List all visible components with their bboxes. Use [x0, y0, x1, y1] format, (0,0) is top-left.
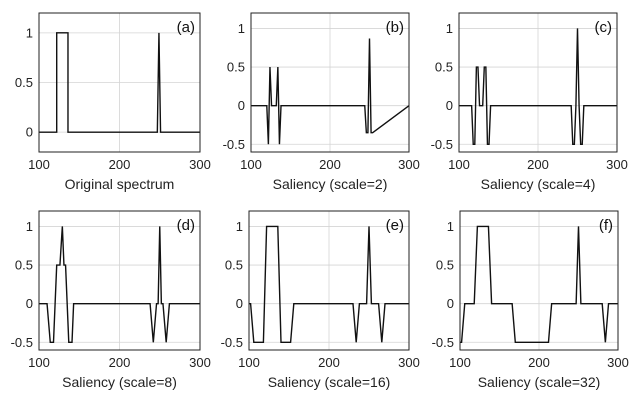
- y-tick-label: -0.5: [431, 137, 453, 152]
- y-tick-label: 0: [238, 98, 245, 113]
- x-axis-label: Saliency (scale=4): [481, 176, 596, 192]
- y-tick-label: 0: [446, 98, 453, 113]
- y-tick-label: 0.5: [435, 60, 453, 75]
- chart-panel: 100 200 300 -0.5 0 0.5 1 Saliency (scale=8) (d): [11, 210, 211, 390]
- x-tick-label: 100: [240, 157, 262, 172]
- x-axis-label: Saliency (scale=32): [478, 374, 601, 390]
- x-tick-label: 100: [449, 355, 471, 370]
- panel-label: (a): [177, 19, 195, 36]
- x-tick-label: 100: [238, 355, 260, 370]
- y-tick-label: 0: [26, 296, 33, 311]
- y-tick-label: 1: [236, 219, 243, 234]
- x-tick-label: 200: [109, 355, 131, 370]
- plot-frame: [459, 210, 619, 351]
- x-tick-label: 300: [398, 157, 420, 172]
- y-tick-label: 0.5: [15, 258, 33, 273]
- y-tick-label: 0.5: [436, 258, 454, 273]
- panel-label: (c): [595, 19, 613, 36]
- y-tick-label: -0.5: [11, 335, 33, 350]
- y-tick-label: 0.5: [225, 258, 243, 273]
- x-tick-label: 100: [28, 157, 50, 172]
- plot-frame: [248, 210, 410, 351]
- chart-panel: 100 200 300 -0.5 0 0.5 1 Saliency (scale=32) (f): [432, 210, 629, 390]
- series-line: [459, 28, 617, 145]
- series-line: [460, 225, 618, 343]
- y-tick-label: 1: [238, 21, 245, 36]
- y-tick-label: 0: [236, 296, 243, 311]
- x-tick-label: 200: [109, 157, 131, 172]
- y-tick-label: 1: [447, 219, 454, 234]
- panel-label: (e): [386, 217, 404, 234]
- y-tick-label: 1: [26, 219, 33, 234]
- x-tick-label: 200: [318, 355, 340, 370]
- x-axis-label: Saliency (scale=8): [62, 374, 177, 390]
- y-tick-label: 0: [447, 296, 454, 311]
- chart-panel: 100 200 300 -0.5 0 0.5 1 Saliency (scale=16) (e): [221, 210, 420, 390]
- x-axis-label: Saliency (scale=16): [268, 374, 391, 390]
- plot-frame: [250, 12, 410, 153]
- chart-panel: 100 200 300 -0.5 0 0.5 1 Saliency (scale=2) (b): [223, 12, 420, 192]
- panel-label: (f): [599, 217, 613, 234]
- series-line: [251, 38, 410, 145]
- x-tick-label: 300: [606, 157, 628, 172]
- y-tick-label: 0.5: [227, 60, 245, 75]
- y-tick-label: -0.5: [432, 335, 454, 350]
- series-line: [39, 32, 200, 133]
- plot-frame: [458, 12, 618, 153]
- y-tick-label: -0.5: [221, 335, 243, 350]
- series-line: [39, 226, 200, 343]
- panel-label: (d): [177, 217, 195, 234]
- plot-frame: [38, 210, 201, 351]
- plot-frame: [38, 12, 201, 153]
- y-tick-label: 1: [26, 25, 33, 40]
- y-tick-label: 1: [446, 21, 453, 36]
- x-tick-label: 300: [607, 355, 629, 370]
- x-tick-label: 300: [398, 355, 420, 370]
- x-axis-label: Saliency (scale=2): [273, 176, 388, 192]
- y-tick-label: 0: [26, 125, 33, 140]
- x-tick-label: 300: [189, 157, 211, 172]
- x-tick-label: 100: [28, 355, 50, 370]
- y-tick-label: 0.5: [15, 75, 33, 90]
- series-line: [249, 225, 409, 343]
- x-tick-label: 200: [528, 355, 550, 370]
- x-tick-label: 100: [448, 157, 470, 172]
- x-tick-label: 300: [189, 355, 211, 370]
- chart-panel: 100 200 300 0 0.5 1 Original spectrum (a): [15, 12, 211, 192]
- x-tick-label: 200: [527, 157, 549, 172]
- x-axis-label: Original spectrum: [65, 176, 175, 192]
- chart-panel: 100 200 300 -0.5 0 0.5 1 Saliency (scale=4) (c): [431, 12, 628, 192]
- x-tick-label: 200: [319, 157, 341, 172]
- panel-label: (b): [386, 19, 404, 36]
- y-tick-label: -0.5: [223, 137, 245, 152]
